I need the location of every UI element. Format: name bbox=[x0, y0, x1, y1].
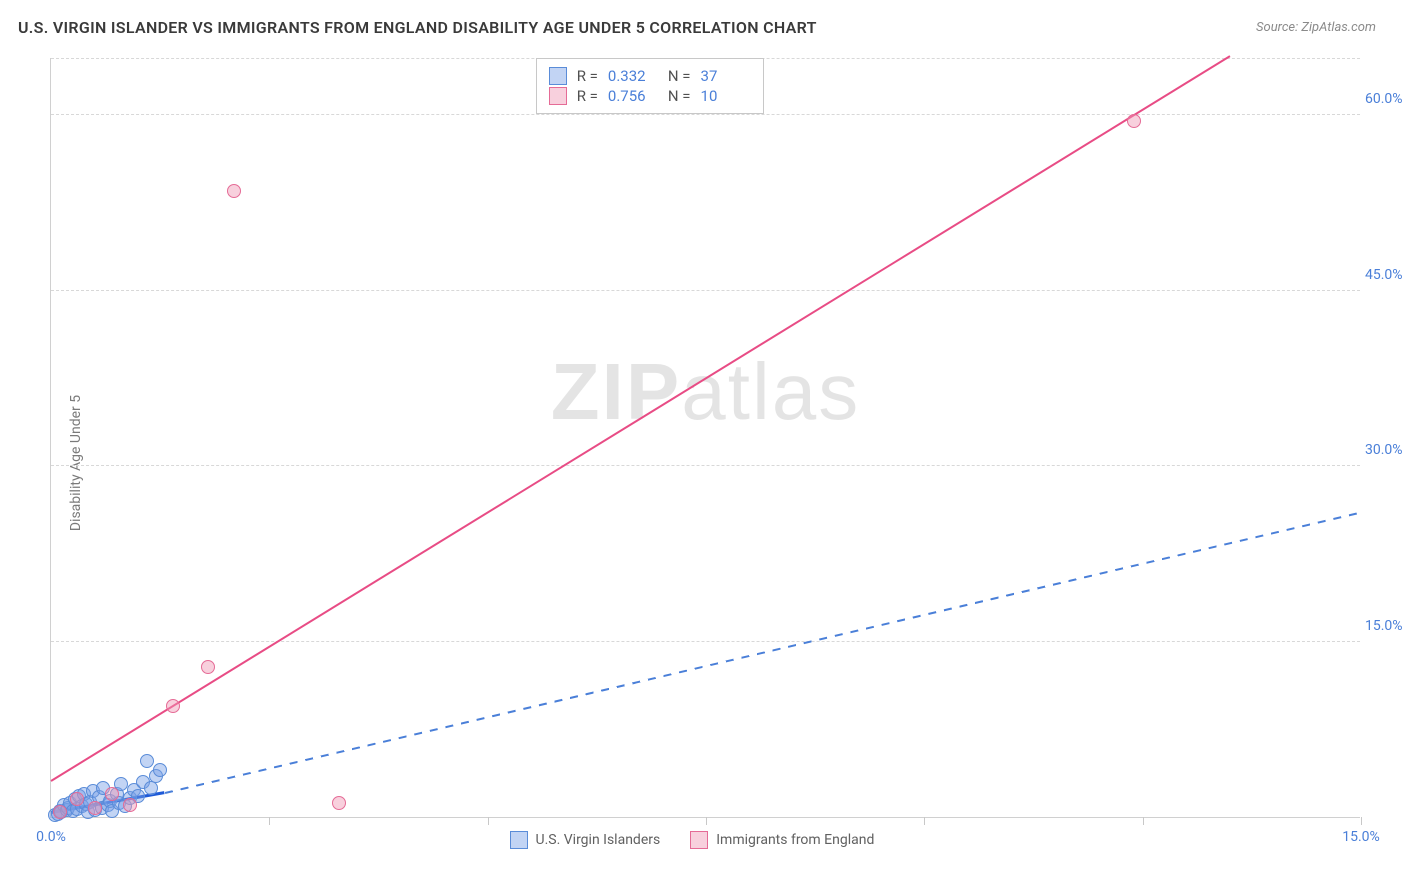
gridline-h bbox=[51, 465, 1360, 466]
chart-title: U.S. VIRGIN ISLANDER VS IMMIGRANTS FROM … bbox=[18, 18, 817, 37]
legend-swatch bbox=[510, 831, 528, 849]
data-point bbox=[227, 184, 241, 198]
chart-source: Source: ZipAtlas.com bbox=[1256, 20, 1376, 35]
legend-r-label: R = bbox=[577, 87, 598, 105]
data-point bbox=[140, 754, 154, 768]
data-point bbox=[105, 787, 119, 801]
legend-n-value: 37 bbox=[701, 67, 751, 85]
series-legend-item: Immigrants from England bbox=[690, 831, 874, 849]
stats-legend-row: R = 0.756 N = 10 bbox=[549, 87, 751, 105]
x-tick-mark bbox=[924, 817, 925, 825]
x-tick-mark bbox=[1361, 817, 1362, 825]
gridline-h bbox=[51, 290, 1360, 291]
legend-n-label: N = bbox=[668, 67, 691, 85]
data-point bbox=[1127, 114, 1141, 128]
plot-region: ZIPatlas 15.0%30.0%45.0%60.0%0.0%15.0%R … bbox=[50, 58, 1360, 818]
series-legend-label: Immigrants from England bbox=[716, 832, 874, 848]
legend-n-value: 10 bbox=[701, 87, 751, 105]
stats-legend: R = 0.332 N = 37 R = 0.756 N = 10 bbox=[536, 58, 764, 114]
data-point bbox=[153, 763, 167, 777]
series-legend: U.S. Virgin Islanders Immigrants from Eng… bbox=[510, 831, 875, 849]
data-point bbox=[53, 805, 67, 819]
legend-r-label: R = bbox=[577, 67, 598, 85]
data-point bbox=[123, 798, 137, 812]
gridline-h bbox=[51, 114, 1360, 115]
data-point bbox=[70, 792, 84, 806]
y-tick-label: 30.0% bbox=[1365, 442, 1406, 458]
stats-legend-row: R = 0.332 N = 37 bbox=[549, 67, 751, 85]
series-legend-label: U.S. Virgin Islanders bbox=[536, 832, 661, 848]
legend-r-value: 0.756 bbox=[608, 87, 658, 105]
x-tick-mark bbox=[1143, 817, 1144, 825]
trend-line bbox=[50, 55, 1230, 782]
y-tick-label: 15.0% bbox=[1365, 618, 1406, 634]
x-tick-mark bbox=[488, 817, 489, 825]
series-legend-item: U.S. Virgin Islanders bbox=[510, 831, 661, 849]
data-point bbox=[201, 660, 215, 674]
watermark: ZIPatlas bbox=[551, 346, 860, 438]
x-tick-mark bbox=[706, 817, 707, 825]
gridline-h bbox=[51, 641, 1360, 642]
x-tick-label: 0.0% bbox=[36, 829, 66, 845]
chart-header: U.S. VIRGIN ISLANDER VS IMMIGRANTS FROM … bbox=[0, 0, 1406, 47]
legend-swatch bbox=[549, 87, 567, 105]
trend-line bbox=[164, 512, 1361, 794]
chart-area: Disability Age Under 5 ZIPatlas 15.0%30.… bbox=[0, 48, 1406, 878]
x-tick-mark bbox=[269, 817, 270, 825]
legend-r-value: 0.332 bbox=[608, 67, 658, 85]
legend-n-label: N = bbox=[668, 87, 691, 105]
legend-swatch bbox=[690, 831, 708, 849]
legend-swatch bbox=[549, 67, 567, 85]
x-tick-label: 15.0% bbox=[1342, 829, 1380, 845]
data-point bbox=[166, 699, 180, 713]
y-tick-label: 45.0% bbox=[1365, 267, 1406, 283]
y-tick-label: 60.0% bbox=[1365, 91, 1406, 107]
data-point bbox=[88, 801, 102, 815]
data-point bbox=[332, 796, 346, 810]
